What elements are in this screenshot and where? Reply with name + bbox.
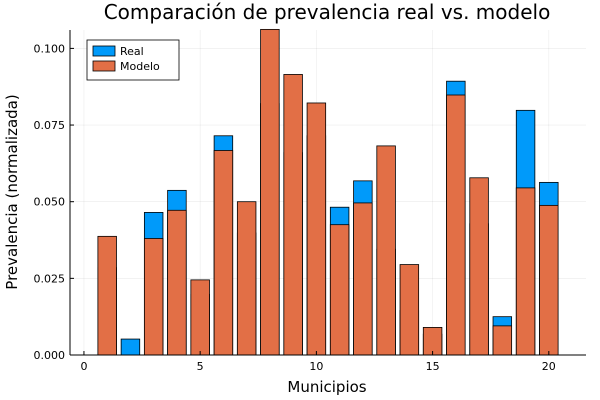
bar-modelo-10 xyxy=(306,102,327,356)
bar-modelo-17 xyxy=(469,177,489,356)
x-axis-title: Municipios xyxy=(287,378,366,396)
bar-modelo-20 xyxy=(539,204,559,356)
y-axis-title: Prevalencia (normalizada) xyxy=(3,94,21,289)
bar-modelo-13 xyxy=(376,145,396,356)
bar-modelo-7 xyxy=(236,201,257,356)
chart-title: Comparación de prevalencia real vs. mode… xyxy=(104,0,551,24)
x-tick-label: 15 xyxy=(426,360,440,373)
bar-modelo-12 xyxy=(353,202,373,356)
x-tick-label: 0 xyxy=(80,360,87,373)
bar-modelo-15 xyxy=(422,327,443,356)
bar-modelo-11 xyxy=(329,224,350,356)
legend-label-modelo: Modelo xyxy=(120,60,160,73)
bar-modelo-5 xyxy=(190,279,210,356)
axes xyxy=(69,30,586,356)
bar-real-2 xyxy=(120,338,141,356)
x-tick-label: 10 xyxy=(309,360,323,373)
legend-swatch-real xyxy=(92,45,116,57)
ticks: 0 5 10 15 20 0.000 0.025 0.050 0.075 0.100 xyxy=(34,42,556,373)
y-tick-label: 0.050 xyxy=(34,196,66,209)
y-tick-label: 0.100 xyxy=(34,42,66,55)
x-tick-label: 5 xyxy=(197,360,204,373)
bar-modelo-8 xyxy=(260,28,280,356)
bar-modelo-4 xyxy=(167,209,187,356)
bar-modelo-18 xyxy=(492,325,513,356)
legend: Real Modelo xyxy=(86,39,180,81)
y-tick-label: 0.075 xyxy=(34,119,66,132)
legend-swatch-modelo xyxy=(92,60,116,72)
bar-modelo-14 xyxy=(399,264,420,356)
bars xyxy=(97,28,559,356)
y-tick-label: 0.025 xyxy=(34,272,66,285)
bar-modelo-9 xyxy=(283,74,303,356)
bar-modelo-1 xyxy=(97,235,117,356)
x-tick-label: 20 xyxy=(542,360,556,373)
bar-modelo-16 xyxy=(446,94,466,356)
legend-label-real: Real xyxy=(120,45,144,58)
bar-modelo-19 xyxy=(515,187,536,356)
bar-modelo-6 xyxy=(213,150,234,356)
bar-modelo-3 xyxy=(143,238,164,356)
y-tick-label: 0.000 xyxy=(34,349,66,362)
